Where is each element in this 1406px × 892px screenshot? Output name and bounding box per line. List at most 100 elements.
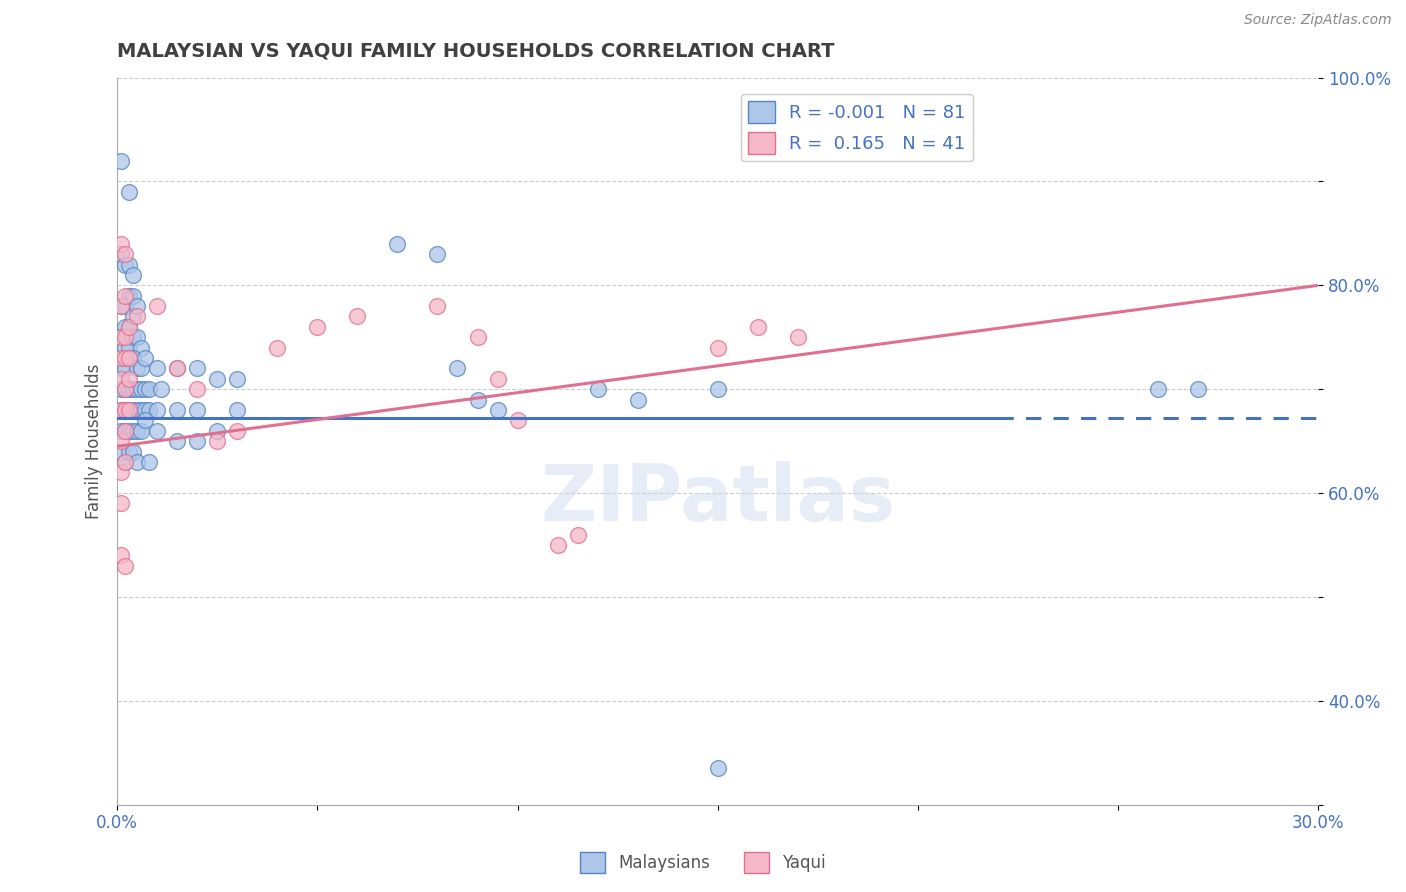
Point xyxy=(110,549,132,563)
Point xyxy=(110,299,132,313)
Point xyxy=(129,403,152,417)
Point xyxy=(114,361,136,376)
Point xyxy=(138,455,160,469)
Point xyxy=(586,382,609,396)
Point xyxy=(114,403,136,417)
Point xyxy=(627,392,650,407)
Point xyxy=(122,268,145,282)
Point xyxy=(150,382,173,396)
Point xyxy=(127,310,149,324)
Point xyxy=(118,319,141,334)
Point xyxy=(114,330,136,344)
Point xyxy=(547,538,569,552)
Point xyxy=(114,341,136,355)
Point xyxy=(186,403,208,417)
Point xyxy=(122,351,145,365)
Point xyxy=(706,761,728,775)
Point xyxy=(114,455,136,469)
Point xyxy=(110,424,132,438)
Point xyxy=(146,299,169,313)
Point xyxy=(110,403,132,417)
Point xyxy=(122,310,145,324)
Point xyxy=(110,444,132,458)
Point xyxy=(122,424,145,438)
Point xyxy=(129,424,152,438)
Point xyxy=(114,382,136,396)
Point xyxy=(706,341,728,355)
Point xyxy=(118,351,141,365)
Point xyxy=(110,434,132,449)
Point xyxy=(110,236,132,251)
Point xyxy=(134,413,156,427)
Point xyxy=(467,392,489,407)
Point xyxy=(786,330,808,344)
Point xyxy=(118,351,141,365)
Point xyxy=(110,299,132,313)
Point xyxy=(129,341,152,355)
Point xyxy=(186,361,208,376)
Point xyxy=(346,310,368,324)
Point xyxy=(486,403,509,417)
Point xyxy=(122,403,145,417)
Point xyxy=(110,330,132,344)
Point xyxy=(127,403,149,417)
Point xyxy=(134,403,156,417)
Point xyxy=(129,382,152,396)
Point xyxy=(127,361,149,376)
Point xyxy=(114,424,136,438)
Point xyxy=(486,372,509,386)
Point xyxy=(114,558,136,573)
Point xyxy=(134,382,156,396)
Point xyxy=(186,382,208,396)
Point xyxy=(207,424,229,438)
Point xyxy=(110,372,132,386)
Point xyxy=(118,289,141,303)
Point xyxy=(446,361,468,376)
Point xyxy=(426,247,449,261)
Point xyxy=(226,424,249,438)
Point xyxy=(567,527,589,541)
Point xyxy=(506,413,529,427)
Point xyxy=(138,403,160,417)
Point xyxy=(114,319,136,334)
Point xyxy=(122,444,145,458)
Point xyxy=(138,382,160,396)
Point xyxy=(1187,382,1209,396)
Point xyxy=(127,455,149,469)
Point xyxy=(387,236,409,251)
Point xyxy=(114,403,136,417)
Point xyxy=(110,403,132,417)
Point xyxy=(110,361,132,376)
Point xyxy=(122,289,145,303)
Point xyxy=(110,465,132,479)
Point xyxy=(114,351,136,365)
Point xyxy=(122,330,145,344)
Point xyxy=(146,403,169,417)
Point xyxy=(110,496,132,510)
Point xyxy=(127,330,149,344)
Point xyxy=(110,153,132,168)
Point xyxy=(118,185,141,199)
Point xyxy=(207,434,229,449)
Point xyxy=(118,319,141,334)
Point xyxy=(110,382,132,396)
Legend: Malaysians, Yaqui: Malaysians, Yaqui xyxy=(574,846,832,880)
Legend: R = -0.001   N = 81, R =  0.165   N = 41: R = -0.001 N = 81, R = 0.165 N = 41 xyxy=(741,94,973,161)
Point xyxy=(706,382,728,396)
Point xyxy=(118,382,141,396)
Text: MALAYSIAN VS YAQUI FAMILY HOUSEHOLDS CORRELATION CHART: MALAYSIAN VS YAQUI FAMILY HOUSEHOLDS COR… xyxy=(117,42,835,61)
Point xyxy=(166,361,188,376)
Point xyxy=(114,424,136,438)
Point xyxy=(118,341,141,355)
Point xyxy=(129,361,152,376)
Point xyxy=(110,351,132,365)
Point xyxy=(226,403,249,417)
Text: Source: ZipAtlas.com: Source: ZipAtlas.com xyxy=(1244,13,1392,28)
Point xyxy=(166,361,188,376)
Point xyxy=(114,382,136,396)
Point xyxy=(467,330,489,344)
Point xyxy=(114,299,136,313)
Point xyxy=(127,299,149,313)
Point xyxy=(118,372,141,386)
Point xyxy=(118,444,141,458)
